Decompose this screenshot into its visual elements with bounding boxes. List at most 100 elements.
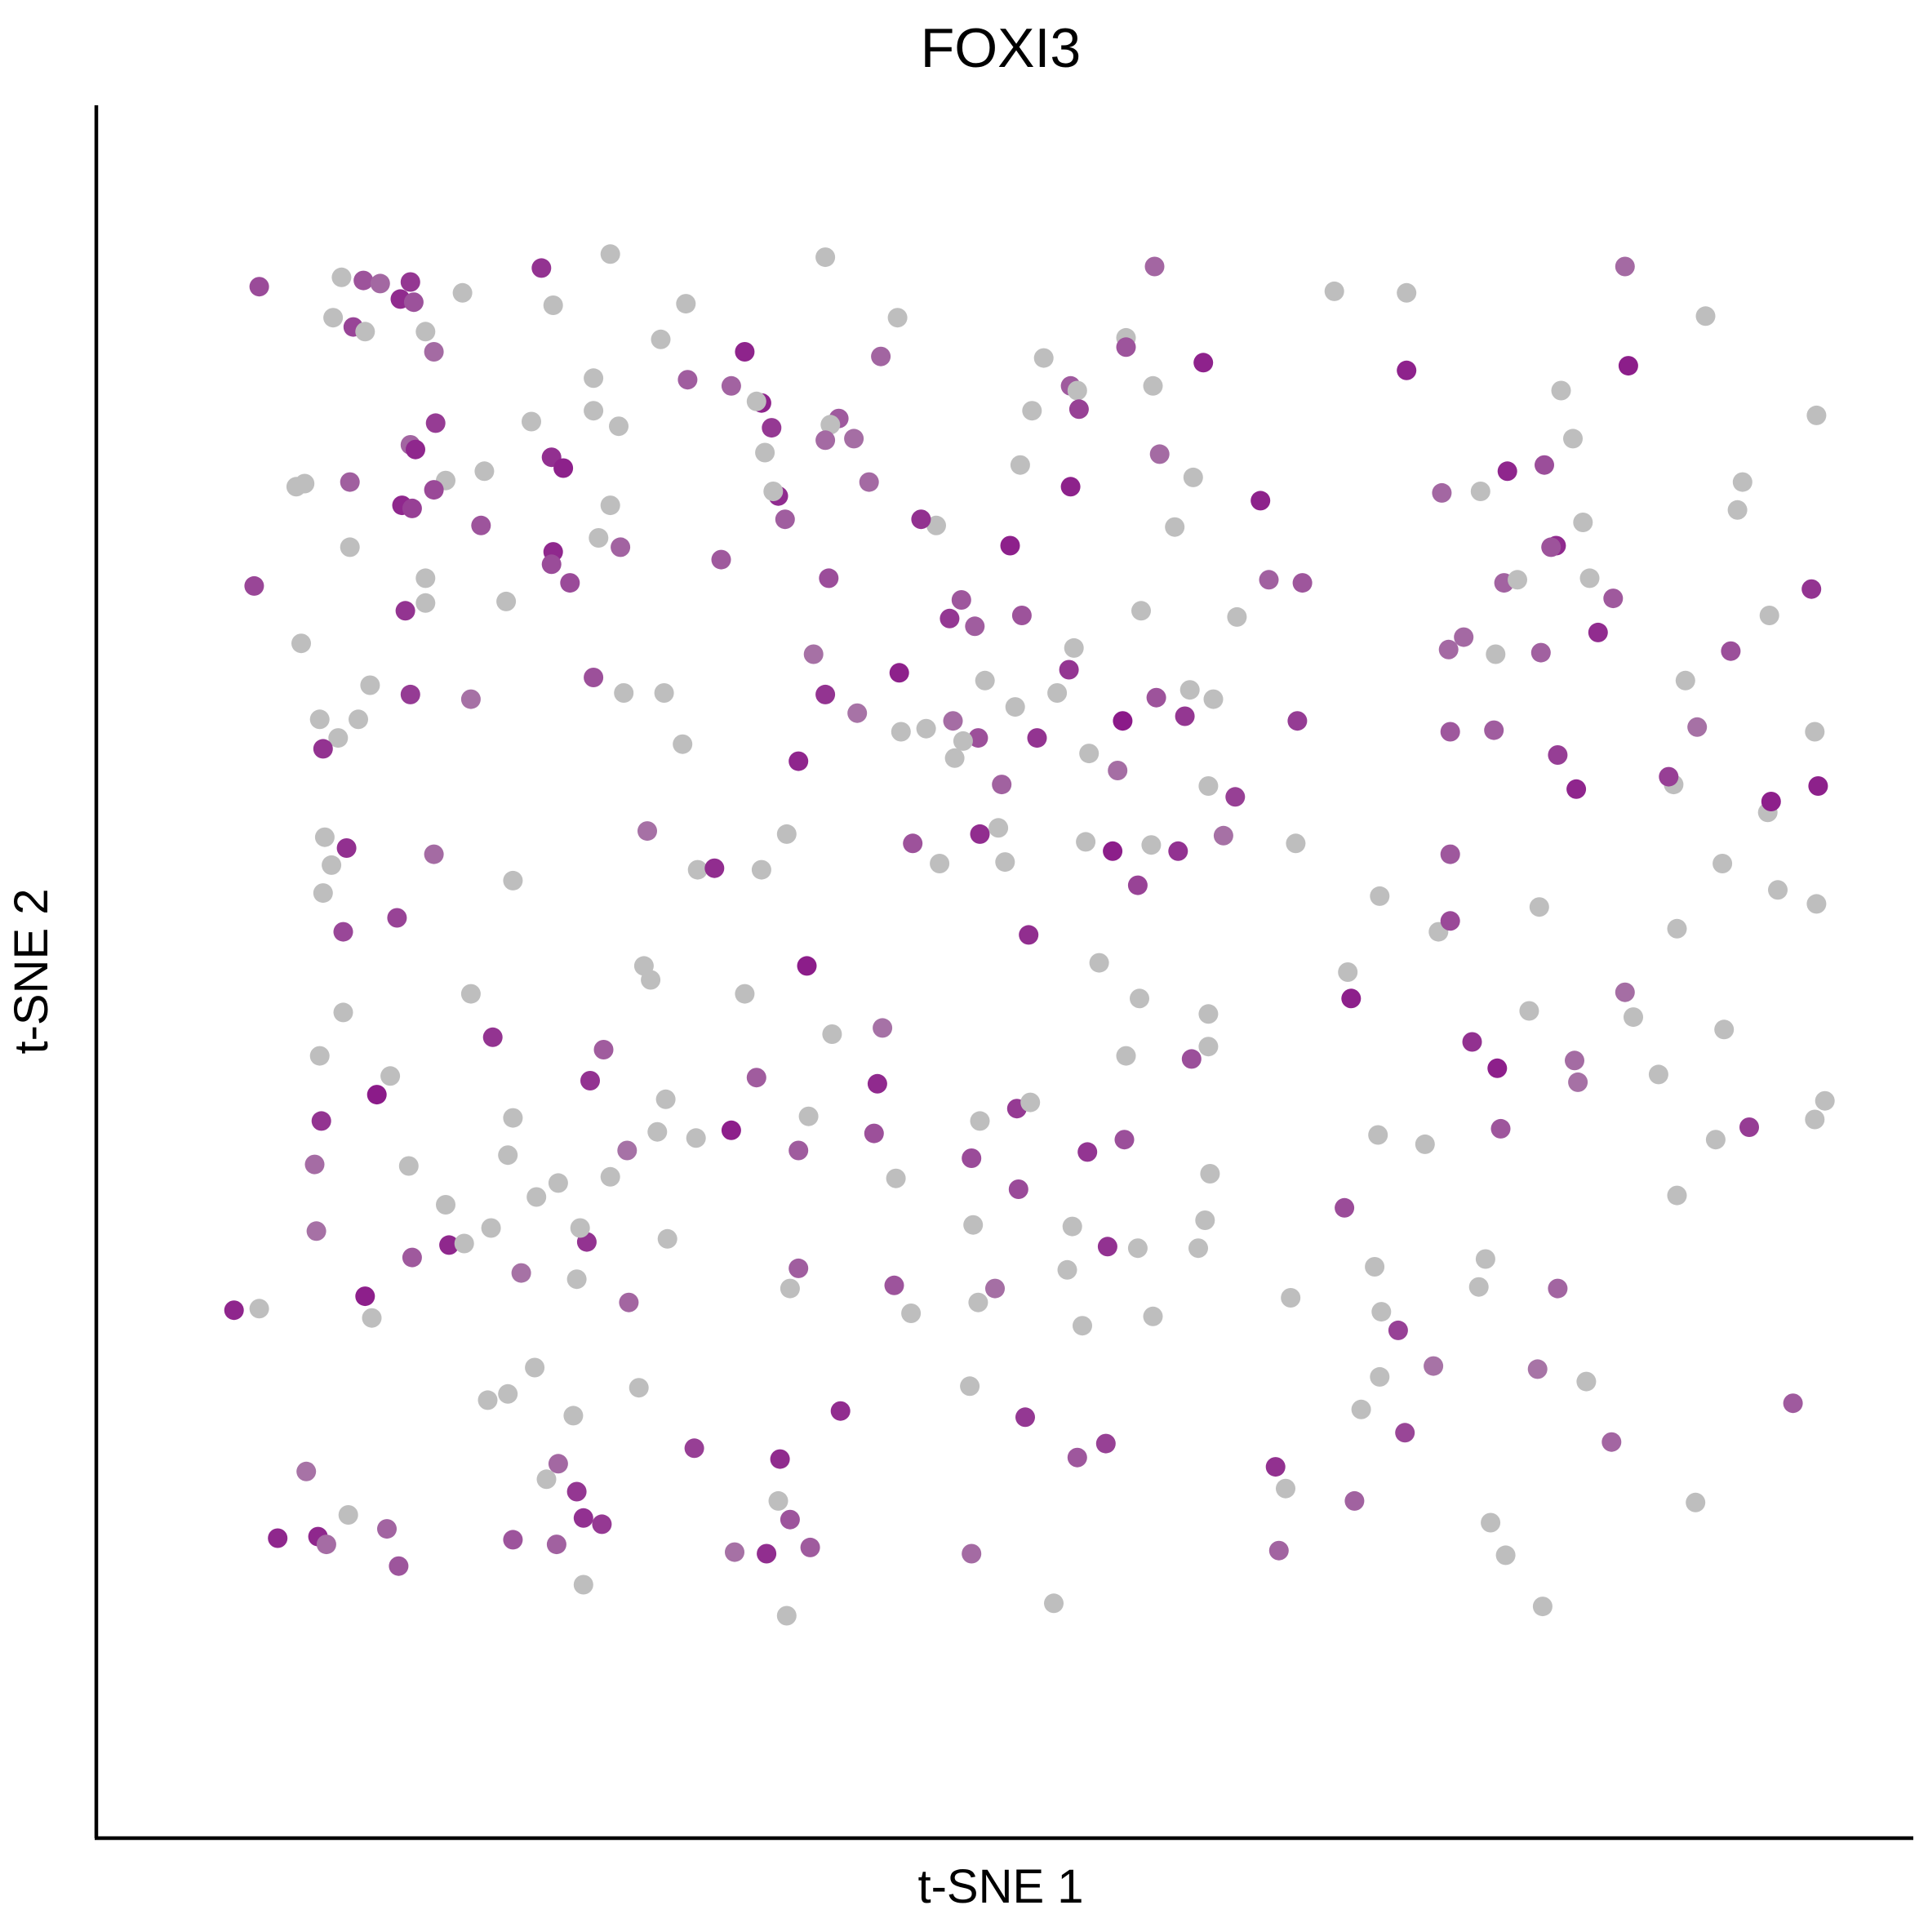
data-point <box>800 1537 820 1557</box>
data-point <box>525 1357 545 1378</box>
data-point <box>395 601 415 621</box>
data-point <box>1149 444 1170 464</box>
data-point <box>844 429 864 449</box>
data-point <box>511 1263 531 1283</box>
data-point <box>1808 776 1828 796</box>
data-point <box>886 1168 906 1188</box>
data-point <box>859 472 879 492</box>
data-point <box>617 1140 637 1161</box>
x-axis-label: t-SNE 1 <box>917 1860 1083 1913</box>
data-point <box>1568 1072 1588 1092</box>
data-point <box>1268 1540 1289 1561</box>
data-point <box>1739 1117 1759 1137</box>
data-point <box>1388 1320 1408 1340</box>
data-point <box>353 270 374 291</box>
data-point <box>721 1120 741 1140</box>
data-point <box>704 858 725 878</box>
data-point <box>944 748 965 768</box>
data-point <box>244 575 264 596</box>
data-point <box>1338 962 1358 982</box>
data-point <box>498 1383 518 1404</box>
data-point <box>1143 1306 1163 1326</box>
chart-title: FOXI3 <box>921 17 1082 79</box>
data-point <box>1532 1597 1553 1617</box>
data-point <box>573 1508 593 1528</box>
data-point <box>735 984 755 1004</box>
data-point <box>1481 1512 1501 1533</box>
data-point <box>975 670 995 691</box>
data-point <box>867 1073 887 1094</box>
data-point <box>224 1300 244 1321</box>
data-point <box>903 833 923 854</box>
data-point <box>503 1108 523 1128</box>
data-point <box>815 247 836 268</box>
data-point <box>1060 477 1081 497</box>
data-point <box>775 509 795 530</box>
data-point <box>871 346 891 366</box>
data-point <box>331 267 352 287</box>
data-point <box>930 854 950 873</box>
data-point <box>415 568 436 588</box>
data-point <box>1179 680 1200 700</box>
data-point <box>1116 337 1136 358</box>
data-point <box>536 1469 557 1490</box>
data-point <box>1073 1316 1092 1336</box>
data-point <box>336 838 357 858</box>
data-point <box>943 711 963 731</box>
data-point <box>415 593 436 613</box>
data-point <box>584 401 604 421</box>
data-point <box>1033 348 1054 368</box>
data-point <box>770 1449 790 1469</box>
data-point <box>1286 833 1306 854</box>
data-point <box>503 870 523 890</box>
data-point <box>1714 1019 1735 1040</box>
data-point <box>1195 1210 1215 1230</box>
data-point <box>471 515 491 535</box>
data-point <box>309 1046 330 1066</box>
data-point <box>965 616 985 637</box>
data-point <box>911 509 931 530</box>
data-point <box>1370 886 1390 906</box>
data-point <box>548 1454 568 1474</box>
data-point <box>797 956 817 976</box>
data-point <box>1281 1288 1301 1308</box>
data-point <box>940 608 960 628</box>
data-point <box>1529 897 1549 917</box>
data-point <box>1044 1593 1064 1614</box>
data-point <box>249 277 269 297</box>
data-point <box>822 1024 842 1044</box>
data-point <box>249 1299 269 1319</box>
data-point <box>1062 1216 1082 1237</box>
data-point <box>600 495 620 516</box>
data-point <box>338 1505 358 1525</box>
data-point <box>1188 1238 1208 1259</box>
data-point <box>1470 482 1490 501</box>
data-point <box>313 739 333 759</box>
data-point <box>531 258 552 278</box>
data-point <box>1530 642 1551 663</box>
data-point <box>1759 606 1779 625</box>
data-point <box>1415 1134 1435 1154</box>
data-point <box>1667 918 1687 939</box>
data-point <box>566 1269 587 1290</box>
data-point <box>424 480 444 500</box>
data-point <box>454 1233 474 1254</box>
data-point <box>553 458 574 478</box>
data-point <box>780 1278 800 1299</box>
data-point <box>333 922 353 942</box>
data-point <box>1713 854 1733 873</box>
data-point <box>541 554 562 575</box>
data-point <box>830 1401 851 1421</box>
data-point <box>864 1123 884 1144</box>
data-point <box>1335 1197 1355 1218</box>
data-point <box>1198 776 1219 796</box>
data-point <box>1265 1457 1286 1477</box>
data-point <box>314 827 335 847</box>
data-point <box>735 342 755 362</box>
data-point <box>687 859 708 880</box>
data-point <box>988 818 1009 838</box>
data-point <box>992 775 1012 795</box>
data-point <box>721 375 741 396</box>
